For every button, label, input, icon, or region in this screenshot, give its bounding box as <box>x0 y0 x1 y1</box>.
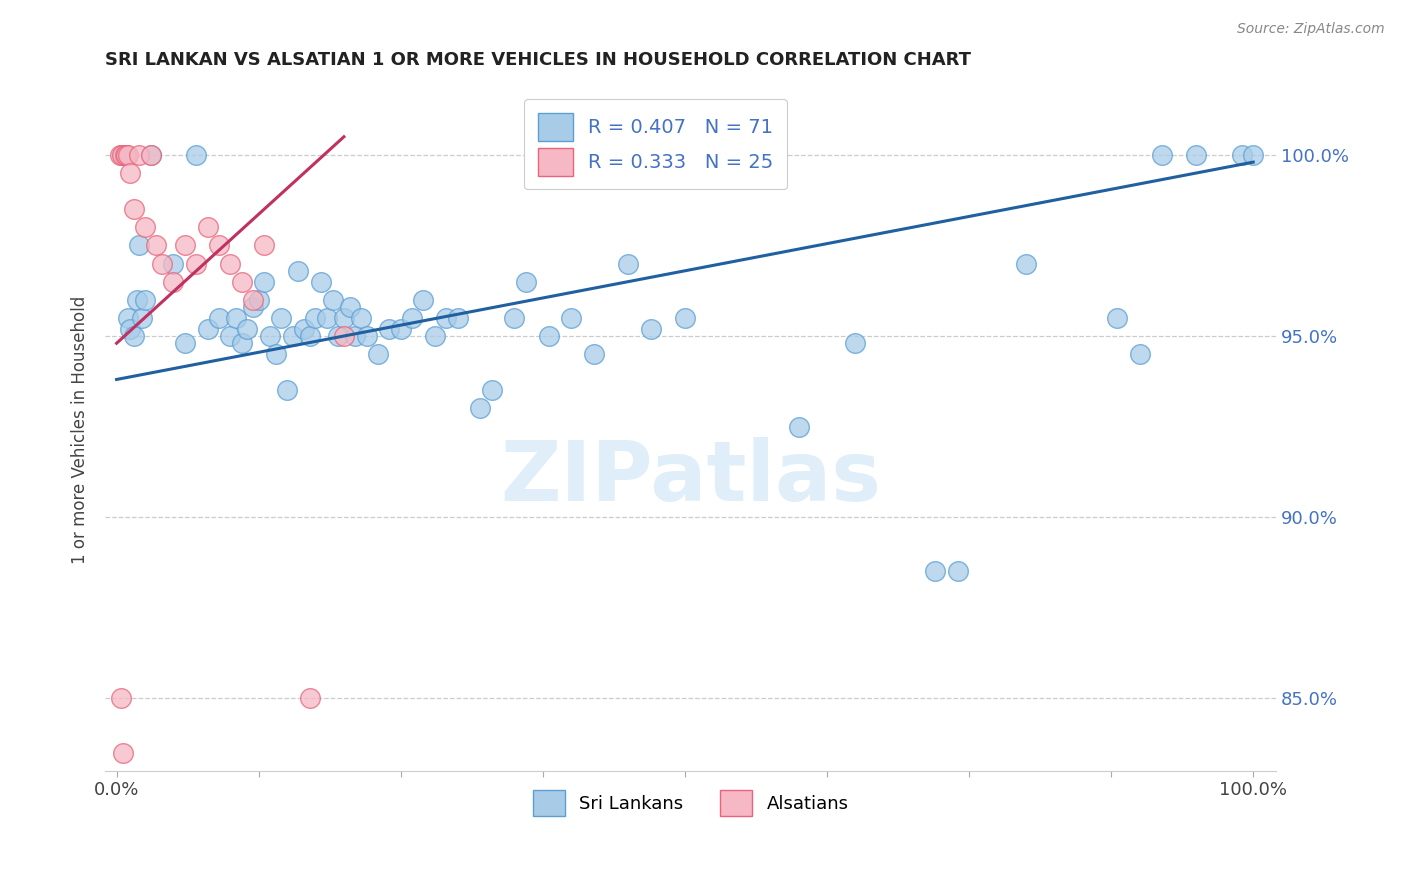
Point <box>114 148 136 162</box>
Point <box>673 310 696 325</box>
Point <box>117 148 139 162</box>
Point <box>253 275 276 289</box>
Point <box>112 746 135 760</box>
Point <box>231 275 253 289</box>
Point <box>139 148 162 162</box>
Point <box>186 256 208 270</box>
Point <box>339 300 361 314</box>
Point <box>434 310 457 325</box>
Text: ZIPatlas: ZIPatlas <box>501 437 882 518</box>
Point <box>333 329 356 343</box>
Point <box>111 148 134 162</box>
Point <box>1185 148 1208 162</box>
Point <box>787 419 810 434</box>
Point <box>315 310 337 325</box>
Point <box>946 565 969 579</box>
Point <box>259 329 281 343</box>
Point <box>298 329 321 343</box>
Point <box>582 347 605 361</box>
Point <box>131 310 153 325</box>
Point <box>128 238 150 252</box>
Point <box>515 275 537 289</box>
Point <box>236 322 259 336</box>
Point <box>617 256 640 270</box>
Point <box>150 256 173 270</box>
Point <box>503 310 526 325</box>
Point <box>247 293 270 307</box>
Point <box>270 310 292 325</box>
Point <box>560 310 582 325</box>
Point <box>1241 148 1264 162</box>
Point <box>350 310 373 325</box>
Point <box>287 264 309 278</box>
Point <box>186 148 208 162</box>
Point <box>1015 256 1038 270</box>
Point <box>322 293 344 307</box>
Point <box>281 329 304 343</box>
Point <box>253 238 276 252</box>
Point <box>844 336 866 351</box>
Point <box>446 310 468 325</box>
Point <box>231 336 253 351</box>
Point <box>125 293 148 307</box>
Point <box>1105 310 1128 325</box>
Point <box>114 148 136 162</box>
Point <box>162 256 184 270</box>
Point <box>117 310 139 325</box>
Point <box>208 238 231 252</box>
Point <box>197 220 219 235</box>
Point <box>328 329 350 343</box>
Legend: Sri Lankans, Alsatians: Sri Lankans, Alsatians <box>526 783 856 823</box>
Point <box>111 148 134 162</box>
Point <box>219 256 242 270</box>
Point <box>1230 148 1253 162</box>
Text: SRI LANKAN VS ALSATIAN 1 OR MORE VEHICLES IN HOUSEHOLD CORRELATION CHART: SRI LANKAN VS ALSATIAN 1 OR MORE VEHICLE… <box>105 51 972 69</box>
Point <box>208 310 231 325</box>
Point <box>412 293 434 307</box>
Y-axis label: 1 or more Vehicles in Household: 1 or more Vehicles in Household <box>72 296 89 565</box>
Point <box>276 384 298 398</box>
Point <box>173 238 195 252</box>
Point <box>242 293 264 307</box>
Point <box>134 293 156 307</box>
Point <box>401 310 423 325</box>
Point <box>242 300 264 314</box>
Point <box>924 565 946 579</box>
Point <box>225 310 247 325</box>
Point <box>134 220 156 235</box>
Point <box>367 347 389 361</box>
Point <box>128 148 150 162</box>
Point <box>173 336 195 351</box>
Point <box>120 166 142 180</box>
Point <box>304 310 326 325</box>
Point <box>264 347 287 361</box>
Point <box>389 322 412 336</box>
Point <box>162 275 184 289</box>
Point <box>1152 148 1174 162</box>
Point <box>309 275 332 289</box>
Point <box>298 691 321 706</box>
Point <box>470 401 492 416</box>
Point <box>110 691 132 706</box>
Point <box>120 322 142 336</box>
Point <box>537 329 560 343</box>
Point <box>333 310 356 325</box>
Point <box>114 148 136 162</box>
Point <box>378 322 401 336</box>
Point <box>481 384 503 398</box>
Point <box>640 322 662 336</box>
Point <box>122 329 145 343</box>
Point <box>1128 347 1150 361</box>
Point <box>139 148 162 162</box>
Point <box>356 329 378 343</box>
Point <box>423 329 446 343</box>
Point <box>292 322 315 336</box>
Point <box>344 329 367 343</box>
Point <box>122 202 145 217</box>
Point <box>145 238 167 252</box>
Text: Source: ZipAtlas.com: Source: ZipAtlas.com <box>1237 22 1385 37</box>
Point <box>197 322 219 336</box>
Point <box>219 329 242 343</box>
Point <box>108 148 131 162</box>
